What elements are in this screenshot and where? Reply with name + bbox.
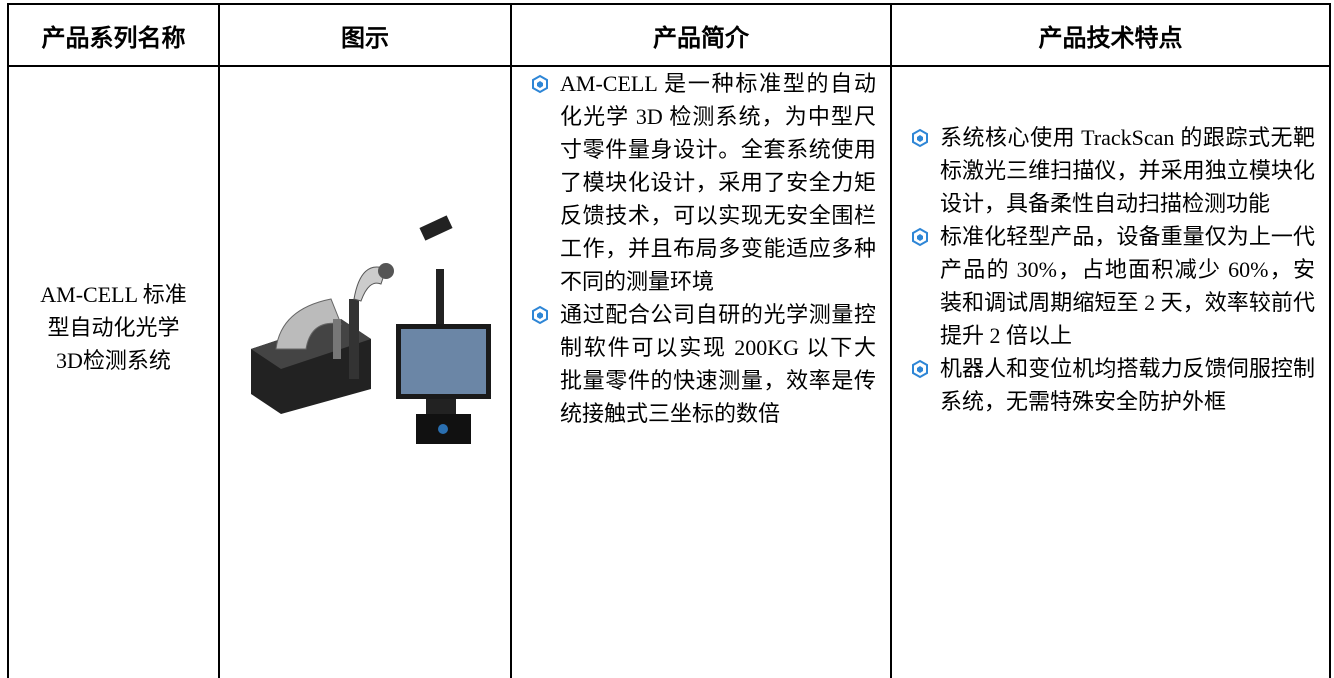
bullet-text: 机器人和变位机均搭载力反馈伺服控制系统，无需特殊安全防护外框 <box>940 356 1315 414</box>
bullet-icon <box>532 74 548 94</box>
bullet-text: 系统核心使用 TrackScan 的跟踪式无靶标激光三维扫描仪，并采用独立模块化… <box>940 125 1315 216</box>
bullet-icon <box>912 359 928 379</box>
header-cell: 产品技术特点 <box>890 3 1331 67</box>
page: {"table": { "headers": ["产品系列名称", "图示", … <box>7 3 1331 678</box>
intro-cell: AM-CELL 是一种标准型的自动化光学 3D 检测系统，为中型尺寸零件量身设计… <box>510 65 892 678</box>
intro-list: AM-CELL 是一种标准型的自动化光学 3D 检测系统，为中型尺寸零件量身设计… <box>526 67 876 430</box>
product-table: 产品系列名称 图示 产品简介 产品技术特点 AM-CELL 标准型自动化光学3D… <box>7 3 1331 678</box>
bullet-icon <box>912 227 928 247</box>
bullet-text: AM-CELL 是一种标准型的自动化光学 3D 检测系统，为中型尺寸零件量身设计… <box>560 71 876 294</box>
header-cell: 产品系列名称 <box>7 3 220 67</box>
bullet-item: AM-CELL 是一种标准型的自动化光学 3D 检测系统，为中型尺寸零件量身设计… <box>526 67 876 298</box>
features-cell: 系统核心使用 TrackScan 的跟踪式无靶标激光三维扫描仪，并采用独立模块化… <box>890 65 1331 678</box>
bullet-item: 标准化轻型产品，设备重量仅为上一代产品的 30%，占地面积减少 60%，安装和调… <box>906 220 1315 352</box>
product-row: AM-CELL 标准型自动化光学3D检测系统 AM-CELL 是一种标准型的自动… <box>7 65 1331 678</box>
product-name: AM-CELL 标准型自动化光学3D检测系统 <box>7 65 220 678</box>
header-row: 产品系列名称 图示 产品简介 产品技术特点 <box>7 3 1331 67</box>
bullet-text: 标准化轻型产品，设备重量仅为上一代产品的 30%，占地面积减少 60%，安装和调… <box>940 224 1315 348</box>
bullet-icon <box>912 128 928 148</box>
bullet-icon <box>532 305 548 325</box>
bullet-text: 通过配合公司自研的光学测量控制软件可以实现 200KG 以下大批量零件的快速测量… <box>560 302 876 426</box>
bullet-item: 系统核心使用 TrackScan 的跟踪式无靶标激光三维扫描仪，并采用独立模块化… <box>906 121 1315 220</box>
product-image-cell <box>218 65 512 678</box>
bullet-item: 通过配合公司自研的光学测量控制软件可以实现 200KG 以下大批量零件的快速测量… <box>526 298 876 430</box>
header-cell: 图示 <box>218 3 512 67</box>
features-list: 系统核心使用 TrackScan 的跟踪式无靶标激光三维扫描仪，并采用独立模块化… <box>906 121 1315 418</box>
bullet-item: 机器人和变位机均搭载力反馈伺服控制系统，无需特殊安全防护外框 <box>906 352 1315 418</box>
header-cell: 产品简介 <box>510 3 892 67</box>
page-body: 产品系列名称 图示 产品简介 产品技术特点 AM-CELL 标准型自动化光学3D… <box>7 3 1331 678</box>
product-image <box>251 214 491 444</box>
